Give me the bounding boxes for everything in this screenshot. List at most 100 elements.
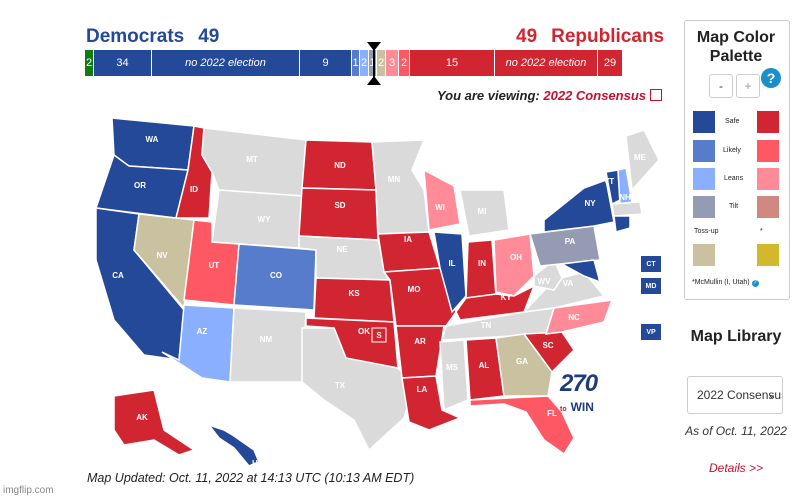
state-sd[interactable] xyxy=(298,187,379,241)
label-ok-special: S xyxy=(376,331,382,340)
label-hi: HI xyxy=(252,459,260,468)
swatch-leans-d[interactable] xyxy=(693,168,715,190)
republicans-count: 49 xyxy=(516,26,538,47)
state-ky[interactable] xyxy=(455,284,536,321)
label-md: MD xyxy=(598,273,611,282)
ct-special-button[interactable]: CT xyxy=(640,255,662,273)
state-ms[interactable] xyxy=(439,339,469,412)
label-la: LA xyxy=(417,385,428,394)
help-icon[interactable]: ? xyxy=(761,68,781,88)
label-oh: OH xyxy=(510,253,522,262)
label-il: IL xyxy=(448,259,455,268)
state-ct[interactable] xyxy=(613,215,631,233)
label-vt: VT xyxy=(604,177,614,186)
swatch-tilt-d[interactable] xyxy=(693,196,715,218)
state-oh[interactable] xyxy=(493,233,535,297)
state-ar[interactable] xyxy=(395,325,445,379)
swatch-tossup-independent[interactable] xyxy=(757,244,779,266)
state-ga[interactable] xyxy=(495,333,553,397)
state-wi[interactable] xyxy=(423,168,461,231)
state-in[interactable] xyxy=(465,239,497,299)
state-nc[interactable] xyxy=(544,299,614,335)
270towin-logo: 270 to WIN xyxy=(560,370,598,416)
seat-bar-segment: 2 xyxy=(399,50,410,76)
vp-button[interactable]: VP xyxy=(640,323,662,341)
label-wy: WY xyxy=(258,215,272,224)
external-link-icon[interactable] xyxy=(650,89,662,101)
majority-marker-top xyxy=(367,42,381,51)
state-labels: WA OR CA ID NV MT WY UT AZ CO NM ND SD N… xyxy=(112,135,646,468)
mcmullin-help-icon[interactable]: ? xyxy=(751,280,759,287)
label-me: ME xyxy=(634,153,647,162)
swatch-safe-r[interactable] xyxy=(757,111,779,133)
state-ak[interactable] xyxy=(113,389,196,456)
consensus-link[interactable]: 2022 Consensus xyxy=(543,88,646,103)
map-library-title: Map Library xyxy=(690,328,782,345)
label-nh: NH xyxy=(619,193,631,202)
swatch-tossup[interactable] xyxy=(693,244,715,266)
seat-bar-segment: 29 xyxy=(598,50,623,76)
democrats-count: 49 xyxy=(198,26,220,47)
swatch-likely-r[interactable] xyxy=(757,140,779,162)
tilt-label: Tilt xyxy=(729,203,739,210)
label-ia: IA xyxy=(404,235,412,244)
state-hi[interactable] xyxy=(206,423,260,467)
label-in: IN xyxy=(478,259,486,268)
republicans-label: Republicans xyxy=(551,26,665,47)
label-ny: NY xyxy=(584,199,596,208)
label-sc: SC xyxy=(542,341,553,350)
label-ga: GA xyxy=(516,357,528,366)
state-ks[interactable] xyxy=(313,277,395,323)
as-of-date: As of Oct. 11, 2022 xyxy=(685,424,787,438)
label-mo: MO xyxy=(408,285,421,294)
safe-label: Safe xyxy=(725,118,740,125)
label-ks: KS xyxy=(348,289,360,298)
state-nm[interactable] xyxy=(229,307,307,383)
logo-win: WIN xyxy=(570,400,594,414)
chevron-down-icon[interactable]: ⌄ xyxy=(767,389,777,401)
label-ut: UT xyxy=(209,261,220,270)
ok-special-box[interactable] xyxy=(371,327,387,343)
state-mi[interactable] xyxy=(459,189,510,237)
label-co: CO xyxy=(270,271,282,280)
tossup-label: Toss-up xyxy=(694,228,719,235)
state-md[interactable] xyxy=(559,259,602,284)
map-library-select[interactable]: 2022 Consensus xyxy=(687,376,783,414)
logo-number: 270 xyxy=(560,370,598,397)
state-la[interactable] xyxy=(401,375,462,431)
seat-bar-segment: 2 xyxy=(377,50,386,76)
palette-decrease-button[interactable]: - xyxy=(709,74,733,98)
mcmullin-text: *McMullin (I, Utah) xyxy=(692,279,750,286)
label-fl: FL xyxy=(547,409,557,418)
seat-bar-segment: 9 xyxy=(300,50,352,76)
label-nc: NC xyxy=(568,313,580,322)
mcmullin-note: *McMullin (I, Utah) ? xyxy=(692,279,759,287)
state-ma[interactable] xyxy=(611,201,643,217)
state-fl[interactable] xyxy=(469,395,575,456)
label-ok: OK xyxy=(358,327,370,336)
label-sd: SD xyxy=(334,201,345,210)
state-mn[interactable] xyxy=(371,139,430,235)
palette-increase-button[interactable]: + xyxy=(736,74,760,98)
state-tx[interactable] xyxy=(301,327,415,452)
map-updated-text: Map Updated: Oct. 11, 2022 at 14:13 UTC … xyxy=(87,471,415,485)
swatch-likely-d[interactable] xyxy=(693,140,715,162)
swatch-tilt-r[interactable] xyxy=(757,196,779,218)
state-ny[interactable] xyxy=(543,178,615,233)
details-link[interactable]: Details >> xyxy=(708,461,764,475)
swatch-safe-d[interactable] xyxy=(693,111,715,133)
md-special-button[interactable]: MD xyxy=(640,277,662,295)
logo-to: to xyxy=(560,406,567,413)
label-mn: MN xyxy=(388,175,401,184)
seat-bar-segment: no 2022 election xyxy=(495,50,598,76)
palette-title: Map Color Palette xyxy=(696,29,776,65)
majority-marker-bottom xyxy=(367,76,381,85)
label-al: AL xyxy=(479,361,490,370)
label-wi: WI xyxy=(435,203,445,212)
label-ca: CA xyxy=(112,271,124,280)
state-me[interactable] xyxy=(625,129,660,192)
state-il[interactable] xyxy=(433,231,467,314)
label-mt: MT xyxy=(246,155,258,164)
swatch-leans-r[interactable] xyxy=(757,168,779,190)
seat-bar-segment: 2 xyxy=(85,50,94,76)
